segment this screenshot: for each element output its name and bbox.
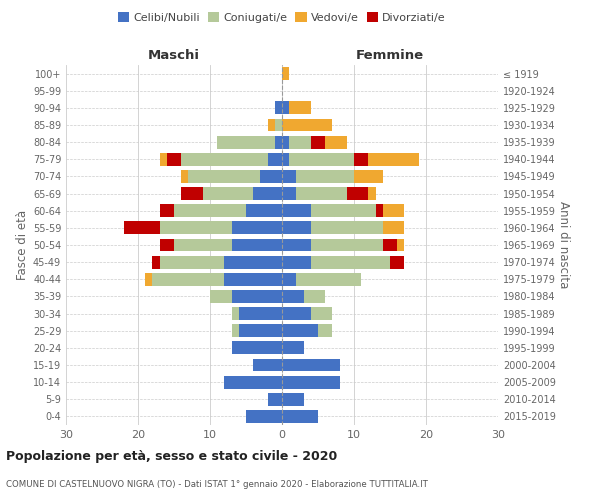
Bar <box>217 136 275 148</box>
Bar <box>260 170 282 183</box>
Bar <box>368 153 419 166</box>
Bar <box>354 170 383 183</box>
Bar <box>390 256 404 268</box>
Bar <box>268 393 282 406</box>
Y-axis label: Anni di nascita: Anni di nascita <box>557 202 569 288</box>
Bar <box>282 256 311 268</box>
Text: Maschi: Maschi <box>148 48 200 62</box>
Bar <box>232 307 239 320</box>
Bar <box>160 204 174 217</box>
Bar <box>289 136 311 148</box>
Text: COMUNE DI CASTELNUOVO NIGRA (TO) - Dati ISTAT 1° gennaio 2020 - Elaborazione TUT: COMUNE DI CASTELNUOVO NIGRA (TO) - Dati … <box>6 480 428 489</box>
Bar <box>246 410 282 423</box>
Bar <box>224 256 282 268</box>
Bar <box>232 324 239 337</box>
Bar <box>376 204 383 217</box>
Bar <box>275 118 282 132</box>
Bar <box>282 342 304 354</box>
Bar <box>181 187 203 200</box>
Bar <box>224 376 282 388</box>
Bar <box>282 410 318 423</box>
Bar <box>282 118 332 132</box>
Bar <box>239 307 282 320</box>
Bar <box>181 153 268 166</box>
Bar <box>282 307 311 320</box>
Bar <box>145 273 152 285</box>
Bar <box>282 136 289 148</box>
Bar <box>282 358 340 372</box>
Legend: Celibi/Nubili, Coniugati/e, Vedovi/e, Divorziati/e: Celibi/Nubili, Coniugati/e, Vedovi/e, Di… <box>114 8 450 28</box>
Bar <box>383 238 397 252</box>
Bar <box>383 222 404 234</box>
Bar <box>282 290 304 303</box>
Bar <box>188 170 260 183</box>
Bar <box>383 204 404 217</box>
Bar <box>289 153 354 166</box>
Bar <box>282 324 318 337</box>
Y-axis label: Fasce di età: Fasce di età <box>16 210 29 280</box>
Bar <box>224 273 282 285</box>
Bar <box>318 324 332 337</box>
Bar <box>282 376 340 388</box>
Bar <box>160 222 232 234</box>
Bar <box>232 342 282 354</box>
Bar <box>282 222 311 234</box>
Bar <box>354 153 368 166</box>
Bar <box>203 187 253 200</box>
Bar <box>253 358 282 372</box>
Bar <box>282 273 296 285</box>
Bar <box>268 118 275 132</box>
Bar <box>282 153 289 166</box>
Bar <box>160 256 224 268</box>
Bar <box>311 256 390 268</box>
Bar <box>167 153 181 166</box>
Bar <box>282 393 304 406</box>
Bar <box>296 273 361 285</box>
Bar <box>232 238 282 252</box>
Bar <box>311 238 383 252</box>
Bar <box>311 222 383 234</box>
Bar <box>210 290 232 303</box>
Bar <box>253 187 282 200</box>
Bar <box>160 153 167 166</box>
Bar <box>282 170 296 183</box>
Bar <box>124 222 160 234</box>
Bar <box>181 170 188 183</box>
Bar <box>397 238 404 252</box>
Bar <box>174 204 246 217</box>
Bar <box>232 290 282 303</box>
Bar <box>304 290 325 303</box>
Bar <box>282 187 296 200</box>
Bar <box>275 102 282 114</box>
Bar <box>347 187 368 200</box>
Bar <box>232 222 282 234</box>
Bar <box>246 204 282 217</box>
Bar <box>282 67 289 80</box>
Text: Popolazione per età, sesso e stato civile - 2020: Popolazione per età, sesso e stato civil… <box>6 450 337 463</box>
Text: Femmine: Femmine <box>356 48 424 62</box>
Bar <box>160 238 174 252</box>
Bar <box>268 153 282 166</box>
Bar <box>282 102 289 114</box>
Bar <box>368 187 376 200</box>
Bar <box>282 204 311 217</box>
Bar <box>296 170 354 183</box>
Bar <box>296 187 347 200</box>
Bar <box>282 238 311 252</box>
Bar <box>311 307 332 320</box>
Bar <box>239 324 282 337</box>
Bar <box>275 136 282 148</box>
Bar <box>152 273 224 285</box>
Bar <box>174 238 232 252</box>
Bar <box>311 204 376 217</box>
Bar <box>311 136 325 148</box>
Bar <box>152 256 160 268</box>
Bar <box>325 136 347 148</box>
Bar <box>289 102 311 114</box>
